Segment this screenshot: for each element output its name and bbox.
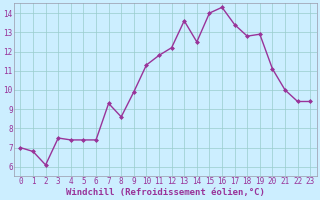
X-axis label: Windchill (Refroidissement éolien,°C): Windchill (Refroidissement éolien,°C)	[66, 188, 265, 197]
